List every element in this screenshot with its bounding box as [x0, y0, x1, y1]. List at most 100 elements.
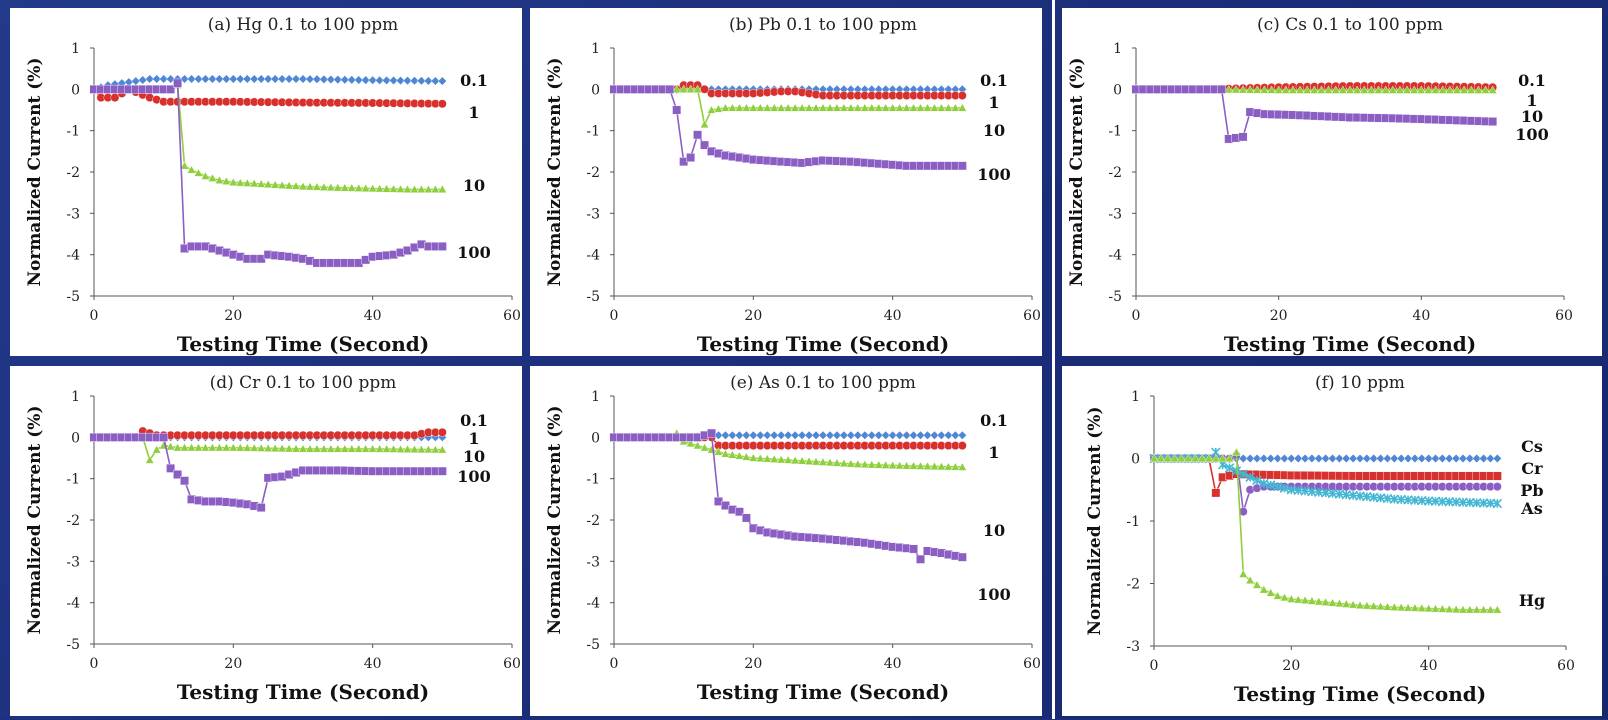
data-point: [277, 180, 287, 189]
data-point: [382, 444, 392, 453]
data-point: [700, 119, 710, 129]
data-point: [1376, 454, 1386, 463]
data-point: [430, 76, 440, 86]
data-point: [1252, 580, 1262, 589]
data-point: [707, 428, 716, 438]
data-point: [207, 443, 217, 452]
data-point: [1217, 84, 1226, 94]
data-point: [416, 76, 426, 86]
data-point: [312, 444, 322, 453]
x-axis-label: Testing Time (Second): [177, 332, 429, 356]
data-point: [755, 103, 765, 112]
data-point: [734, 507, 744, 517]
x-tick-label: 20: [224, 308, 242, 324]
data-point: [1403, 454, 1413, 463]
data-point: [166, 84, 176, 94]
data-point: [1274, 85, 1284, 94]
series-label-1: 1: [988, 93, 999, 112]
data-point: [734, 430, 744, 440]
data-point: [437, 99, 447, 109]
data-point: [1163, 453, 1173, 463]
data-point: [389, 76, 399, 85]
data-point: [305, 74, 315, 84]
data-point: [957, 430, 967, 440]
data-point: [922, 461, 933, 470]
data-point: [1238, 85, 1248, 94]
data-point: [298, 444, 308, 453]
series-label-100: 100: [457, 243, 490, 262]
data-point: [423, 184, 433, 193]
series-label-0.1: 0.1: [460, 71, 488, 90]
data-point: [846, 430, 856, 440]
series-line-100: [614, 88, 963, 167]
chart-title: (e) As 0.1 to 100 ppm: [730, 373, 916, 393]
data-point: [256, 179, 266, 188]
data-point: [727, 450, 737, 459]
data-point: [741, 430, 751, 440]
data-point: [326, 444, 336, 453]
data-point: [957, 462, 967, 471]
data-point: [922, 103, 933, 112]
data-point: [665, 84, 675, 94]
data-point: [1279, 454, 1289, 463]
series-label-Cr: Cr: [1521, 459, 1543, 478]
data-point: [783, 103, 793, 112]
data-point: [1231, 85, 1241, 94]
data-point: [950, 430, 960, 440]
series-0.1: [89, 74, 447, 94]
data-point: [1465, 454, 1475, 463]
data-point: [347, 444, 357, 453]
data-point: [1409, 85, 1419, 94]
data-point: [874, 460, 884, 469]
data-point: [221, 176, 231, 185]
data-point: [957, 552, 967, 562]
data-point: [1300, 595, 1310, 604]
data-point: [1362, 601, 1372, 610]
series-label-0.1: 0.1: [1518, 71, 1546, 90]
data-point: [256, 503, 266, 512]
data-point: [1410, 454, 1420, 463]
data-point: [804, 103, 814, 112]
y-tick-label: -5: [66, 637, 80, 653]
data-point: [1314, 597, 1324, 606]
data-point: [1458, 454, 1468, 463]
data-point: [214, 74, 224, 84]
data-point: [1466, 85, 1476, 94]
data-point: [1416, 85, 1426, 94]
x-tick-label: 40: [1412, 308, 1430, 324]
data-point: [943, 103, 953, 112]
data-point: [1492, 471, 1502, 481]
data-point: [200, 443, 211, 452]
data-point: [242, 178, 252, 187]
data-point: [1396, 454, 1406, 463]
data-point: [957, 103, 967, 112]
data-point: [312, 74, 322, 84]
data-point: [929, 461, 940, 470]
data-point: [221, 74, 231, 84]
data-point: [832, 103, 842, 112]
data-point: [1149, 453, 1159, 463]
data-point: [936, 430, 946, 440]
data-point: [145, 74, 155, 84]
data-point: [734, 451, 744, 460]
data-point: [1224, 453, 1235, 463]
data-point: [1331, 85, 1341, 94]
data-point: [895, 103, 905, 112]
data-point: [186, 443, 197, 452]
data-point: [312, 182, 322, 191]
data-point: [228, 443, 238, 452]
data-point: [1259, 454, 1269, 463]
data-point: [1355, 454, 1365, 463]
chart-panel-2: (b) Pb 0.1 to 100 ppm 1 0 -1 -2 -3 -4 -5 0 20 40 60…: [530, 8, 1042, 356]
data-point: [909, 430, 919, 440]
data-point: [700, 140, 709, 150]
data-point: [679, 84, 689, 93]
data-point: [200, 74, 210, 84]
data-point: [1396, 602, 1406, 612]
data-point: [1245, 454, 1255, 463]
data-point: [1273, 454, 1283, 463]
y-tick-label: -1: [1126, 514, 1140, 530]
data-point: [693, 130, 702, 140]
data-point: [402, 184, 413, 193]
y-tick-label: 0: [591, 430, 600, 446]
